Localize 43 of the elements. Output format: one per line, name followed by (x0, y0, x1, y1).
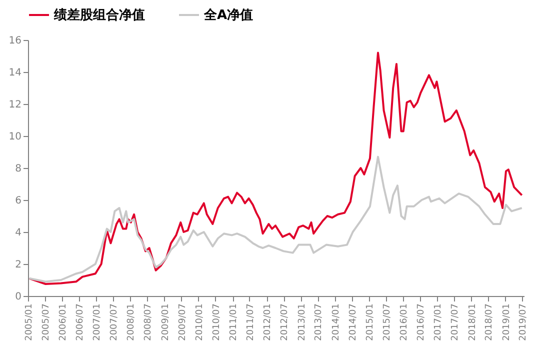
x-tick-label: 2005/01 (24, 304, 34, 341)
x-tick-label: 2011/07 (246, 304, 256, 341)
line-series (28, 156, 523, 283)
x-tick-label: 2012/01 (263, 304, 274, 341)
y-tick-label: 8 (15, 164, 22, 174)
x-tick-label: 2019/01 (502, 304, 512, 341)
x-tick-label: 2006/07 (75, 304, 86, 341)
x-tick-label: 2010/07 (212, 304, 222, 341)
x-tick-label: 2006/01 (58, 304, 69, 341)
y-tick-label: 12 (8, 100, 22, 110)
x-tick-label: 2016/01 (400, 304, 410, 341)
x-tick-label: 2010/01 (194, 304, 205, 341)
y-tick-label: 4 (15, 228, 22, 238)
x-tick-label: 2012/07 (280, 304, 290, 341)
y-tick-label: 2 (15, 260, 22, 270)
x-tick-label: 2007/07 (110, 304, 120, 341)
y-tick-label: 14 (8, 68, 22, 78)
x-tick-label: 2015/01 (365, 304, 376, 341)
x-tick-label: 2013/01 (297, 304, 308, 341)
line-series (28, 52, 523, 285)
x-tick-label: 2008/07 (144, 304, 154, 341)
y-tick-label: 0 (15, 292, 22, 302)
x-tick-label: 2005/07 (41, 304, 52, 341)
x-tick-label: 2009/01 (160, 304, 171, 341)
x-tick-label: 2014/07 (348, 304, 358, 341)
x-tick-label: 2018/01 (468, 304, 478, 341)
legend-label: 全A净值 (203, 8, 254, 23)
x-tick-label: 2009/07 (178, 304, 188, 341)
x-tick-label: 2011/01 (229, 304, 240, 341)
x-tick-label: 2013/07 (314, 304, 324, 341)
y-tick-label: 10 (8, 132, 22, 142)
x-tick-label: 2008/01 (126, 304, 137, 341)
x-tick-label: 2018/07 (484, 304, 495, 341)
y-tick-label: 16 (8, 36, 22, 46)
x-tick-label: 2007/01 (92, 304, 103, 341)
x-tick-label: 2019/07 (518, 304, 529, 341)
x-tick-label: 2016/07 (416, 304, 426, 341)
y-tick-label: 6 (15, 196, 22, 206)
x-tick-label: 2015/07 (382, 304, 392, 341)
legend-label: 绩差股组合净值 (53, 7, 145, 23)
x-tick-label: 2017/01 (434, 304, 444, 341)
x-tick-label: 2017/07 (450, 304, 461, 341)
x-tick-label: 2014/01 (331, 304, 342, 341)
